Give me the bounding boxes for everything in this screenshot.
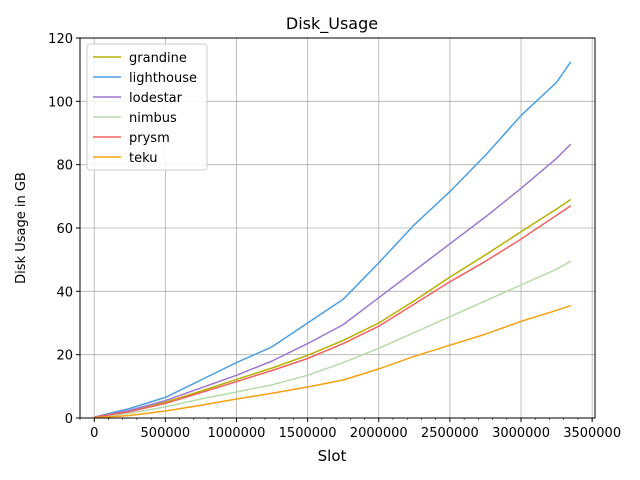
legend-label-teku: teku: [129, 151, 157, 166]
x-tick-label: 3500000: [563, 426, 621, 441]
x-tick-label: 3000000: [492, 426, 550, 441]
y-tick-label: 80: [56, 159, 73, 174]
legend-label-nimbus: nimbus: [129, 111, 177, 126]
y-tick-label: 0: [65, 412, 73, 427]
x-tick-label: 1500000: [279, 426, 337, 441]
series-line-nimbus: [94, 260, 572, 419]
legend-label-grandine: grandine: [129, 51, 187, 66]
y-tick-label: 60: [56, 222, 73, 237]
legend-box: [86, 43, 208, 171]
series-lines: [94, 61, 572, 419]
x-tick-label: 2500000: [421, 426, 479, 441]
x-axis-label: Slot: [318, 447, 347, 465]
y-tick-label: 120: [48, 32, 73, 47]
legend: grandine lighthouse lodestar nimbus prysm tek…: [86, 43, 208, 171]
y-tick-label: 40: [56, 285, 73, 300]
series-line-lodestar: [94, 143, 572, 418]
y-axis: 0 20 40 60 80 100 120: [48, 32, 80, 427]
y-tick-label: 20: [56, 349, 73, 364]
x-axis: 0 500000 1000000 1500000 2000000 2500000 30000…: [79, 418, 621, 441]
series-line-lighthouse: [94, 61, 572, 418]
series-line-teku: [94, 304, 572, 419]
legend-label-prysm: prysm: [129, 131, 170, 146]
chart-title: Disk_Usage: [286, 14, 378, 34]
legend-label-lodestar: lodestar: [129, 91, 183, 106]
x-tick-label: 0: [90, 426, 98, 441]
series-line-prysm: [94, 205, 572, 418]
y-tick-label: 100: [48, 95, 73, 110]
x-tick-label: 1000000: [208, 426, 266, 441]
series-line-grandine: [94, 198, 572, 418]
y-axis-label: Disk Usage in GB: [14, 172, 29, 284]
legend-label-lighthouse: lighthouse: [129, 71, 197, 86]
x-tick-label: 500000: [141, 426, 191, 441]
x-tick-label: 2000000: [350, 426, 408, 441]
